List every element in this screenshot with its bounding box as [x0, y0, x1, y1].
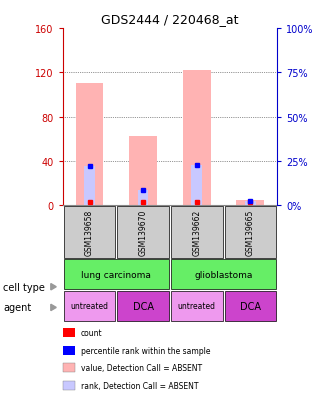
Text: GSM139662: GSM139662 [192, 209, 201, 255]
Bar [138, 190, 148, 206]
FancyBboxPatch shape [64, 259, 169, 290]
Title: GDS2444 / 220468_at: GDS2444 / 220468_at [101, 13, 239, 26]
FancyBboxPatch shape [117, 291, 169, 321]
Text: rank, Detection Call = ABSENT: rank, Detection Call = ABSENT [81, 381, 198, 390]
Text: GSM139670: GSM139670 [139, 209, 148, 255]
Text: lung carcinoma: lung carcinoma [82, 270, 151, 279]
Bar [76, 84, 103, 206]
Text: untreated: untreated [178, 302, 216, 311]
FancyBboxPatch shape [225, 291, 276, 321]
FancyBboxPatch shape [225, 206, 276, 258]
FancyBboxPatch shape [117, 206, 169, 258]
Bar [183, 71, 211, 206]
Text: DCA: DCA [240, 301, 261, 311]
Bar [84, 167, 95, 206]
FancyBboxPatch shape [171, 206, 222, 258]
Text: agent: agent [3, 303, 32, 313]
FancyBboxPatch shape [64, 206, 115, 258]
Text: glioblastoma: glioblastoma [194, 270, 253, 279]
Text: cell type: cell type [3, 282, 45, 292]
Text: value, Detection Call = ABSENT: value, Detection Call = ABSENT [81, 363, 202, 373]
Text: GSM139665: GSM139665 [246, 209, 255, 255]
Text: percentile rank within the sample: percentile rank within the sample [81, 346, 210, 355]
Bar [245, 201, 256, 206]
FancyBboxPatch shape [171, 259, 276, 290]
Text: untreated: untreated [71, 302, 109, 311]
Bar [129, 137, 157, 206]
Bar [236, 200, 264, 206]
FancyBboxPatch shape [171, 291, 222, 321]
Text: DCA: DCA [133, 301, 154, 311]
FancyBboxPatch shape [64, 291, 115, 321]
Text: GSM139658: GSM139658 [85, 209, 94, 255]
Text: count: count [81, 328, 102, 337]
Bar [191, 166, 202, 206]
